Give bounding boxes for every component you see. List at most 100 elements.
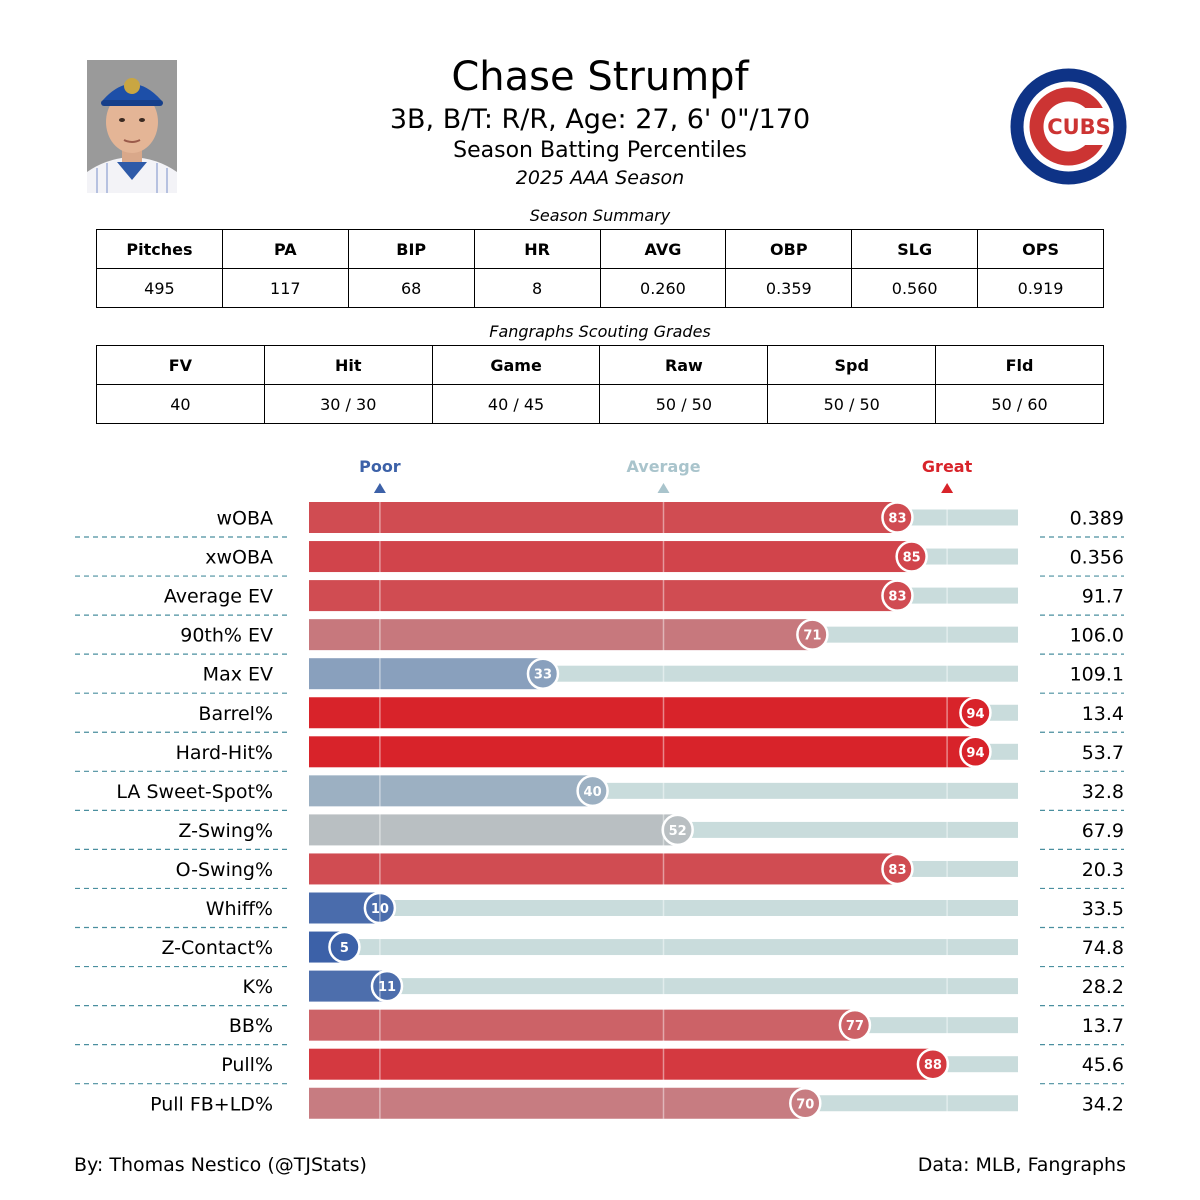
season-summary-header: SLG bbox=[851, 229, 979, 269]
metric-value: 34.2 bbox=[1082, 1093, 1124, 1115]
percentile-bubble bbox=[881, 579, 914, 612]
metric-value: 20.3 bbox=[1082, 859, 1124, 881]
scouting-grade-header: Game bbox=[431, 345, 601, 385]
percentile-bubble bbox=[661, 813, 694, 847]
percentile-label: 83 bbox=[888, 512, 906, 527]
author-credit: By: Thomas Nestico (@TJStats) bbox=[74, 1154, 367, 1176]
percentile-label: 83 bbox=[888, 590, 906, 605]
metric-value: 74.8 bbox=[1082, 937, 1124, 959]
percentile-label: 70 bbox=[796, 1097, 814, 1112]
scouting-grade-value: 50 / 50 bbox=[767, 384, 937, 424]
season-label: 2025 AAA Season bbox=[515, 167, 685, 189]
metric-label: LA Sweet-Spot% bbox=[116, 781, 273, 803]
scouting-grade-value: 40 bbox=[96, 384, 265, 424]
metric-label: Max EV bbox=[203, 664, 273, 686]
season-summary-value: 117 bbox=[221, 268, 349, 308]
percentile-bar bbox=[309, 1048, 933, 1080]
bar-track bbox=[309, 939, 1018, 956]
season-summary-value-row: 495 117 68 8 0.260 0.359 0.560 0.919 bbox=[96, 268, 1104, 308]
percentile-bubble bbox=[959, 735, 992, 769]
percentile-label: 88 bbox=[924, 1058, 942, 1073]
metric-label: Hard-Hit% bbox=[176, 742, 273, 764]
percentile-bubble bbox=[796, 618, 829, 651]
season-summary-value: 68 bbox=[347, 268, 475, 308]
metric-label: BB% bbox=[229, 1015, 273, 1037]
title-block: Chase Strumpf 3B, B/T: R/R, Age: 27, 6' … bbox=[300, 52, 900, 191]
season-summary-header: HR bbox=[473, 229, 601, 269]
percentile-label: 83 bbox=[888, 863, 906, 878]
percentile-bubble bbox=[328, 930, 361, 964]
metric-label: wOBA bbox=[216, 508, 273, 530]
percentile-bubble bbox=[576, 774, 609, 808]
metric-value: 32.8 bbox=[1082, 781, 1124, 803]
metric-label: Whiff% bbox=[206, 898, 273, 920]
season-summary-value: 0.560 bbox=[851, 268, 979, 308]
metric-label: Z-Contact% bbox=[161, 937, 273, 959]
season-summary-header: OPS bbox=[977, 229, 1104, 269]
metric-value: 0.389 bbox=[1070, 508, 1124, 530]
percentile-bar bbox=[309, 1087, 806, 1119]
season-summary-header: BIP bbox=[347, 229, 475, 269]
season-summary-value: 8 bbox=[473, 268, 601, 308]
percentile-label: 71 bbox=[803, 629, 821, 644]
marker-arrow-icon bbox=[941, 483, 954, 493]
marker-arrow-icon bbox=[373, 483, 386, 493]
metric-value: 91.7 bbox=[1082, 586, 1124, 608]
metric-value: 67.9 bbox=[1082, 820, 1124, 842]
metric-value: 53.7 bbox=[1082, 742, 1124, 764]
scouting-grades-caption: Fangraphs Scouting Grades bbox=[489, 322, 711, 341]
percentile-bubble bbox=[895, 540, 928, 573]
percentile-bubble bbox=[526, 657, 560, 690]
percentile-label: 11 bbox=[378, 980, 396, 995]
metric-label: Average EV bbox=[164, 586, 273, 608]
percentile-label: 52 bbox=[669, 824, 687, 839]
percentile-bar bbox=[309, 619, 813, 651]
percentile-label: 10 bbox=[371, 902, 389, 917]
percentile-bar bbox=[309, 814, 678, 846]
percentile-label: 94 bbox=[966, 707, 984, 722]
percentile-bubble bbox=[881, 852, 914, 886]
player-headshot bbox=[87, 60, 177, 193]
scouting-grade-value: 50 / 60 bbox=[935, 384, 1104, 424]
percentile-chart: Poor Average Great 83 wOBA 0.389 85 xwOBA 0.356 8… bbox=[75, 457, 1124, 1120]
metric-label: Pull% bbox=[221, 1054, 273, 1076]
percentile-bubble bbox=[363, 891, 397, 925]
percentile-bar bbox=[309, 658, 543, 690]
marker-label: Great bbox=[922, 457, 973, 476]
percentile-label: 85 bbox=[903, 551, 921, 566]
percentile-bubble bbox=[881, 501, 914, 534]
percentile-label: 5 bbox=[340, 941, 349, 956]
percentile-bubble bbox=[838, 1008, 872, 1042]
percentile-bar bbox=[309, 775, 593, 807]
season-summary-header-row: Pitches PA BIP HR AVG OBP SLG OPS bbox=[96, 229, 1104, 269]
season-summary-header: Pitches bbox=[96, 229, 223, 269]
season-summary-header: AVG bbox=[599, 229, 727, 269]
percentile-bar bbox=[309, 853, 898, 885]
percentile-bubble bbox=[959, 696, 992, 729]
season-summary-value: 495 bbox=[96, 268, 223, 308]
metric-value: 45.6 bbox=[1082, 1054, 1124, 1076]
season-summary-header: PA bbox=[221, 229, 349, 269]
metric-value: 33.5 bbox=[1082, 898, 1124, 920]
percentile-bar bbox=[309, 1009, 855, 1041]
scouting-grades-header-row: FV Hit Game Raw Spd Fld bbox=[96, 345, 1104, 385]
metric-value: 109.1 bbox=[1070, 664, 1124, 686]
scouting-grade-header: Raw bbox=[599, 345, 769, 385]
percentile-bubble bbox=[370, 969, 404, 1003]
logo-text: CUBS bbox=[1047, 115, 1111, 139]
player-name: Chase Strumpf bbox=[451, 54, 749, 100]
scouting-grades-value-row: 40 30 / 30 40 / 45 50 / 50 50 / 50 50 / 60 bbox=[96, 384, 1104, 424]
season-summary-header: OBP bbox=[725, 229, 853, 269]
season-summary-caption: Season Summary bbox=[529, 206, 671, 225]
percentile-label: 94 bbox=[966, 746, 984, 761]
metric-label: Pull FB+LD% bbox=[150, 1093, 273, 1115]
metric-value: 13.4 bbox=[1082, 703, 1124, 725]
metric-label: Z-Swing% bbox=[178, 820, 273, 842]
metric-label: 90th% EV bbox=[180, 625, 273, 647]
percentile-bar bbox=[309, 502, 898, 533]
percentile-label: 33 bbox=[534, 668, 552, 683]
percentile-label: 77 bbox=[846, 1019, 864, 1034]
metric-value: 106.0 bbox=[1070, 625, 1124, 647]
scouting-grades-table: FV Hit Game Raw Spd Fld 40 30 / 30 40 / 45 50 / … bbox=[96, 345, 1104, 424]
percentile-bubble bbox=[916, 1047, 950, 1081]
